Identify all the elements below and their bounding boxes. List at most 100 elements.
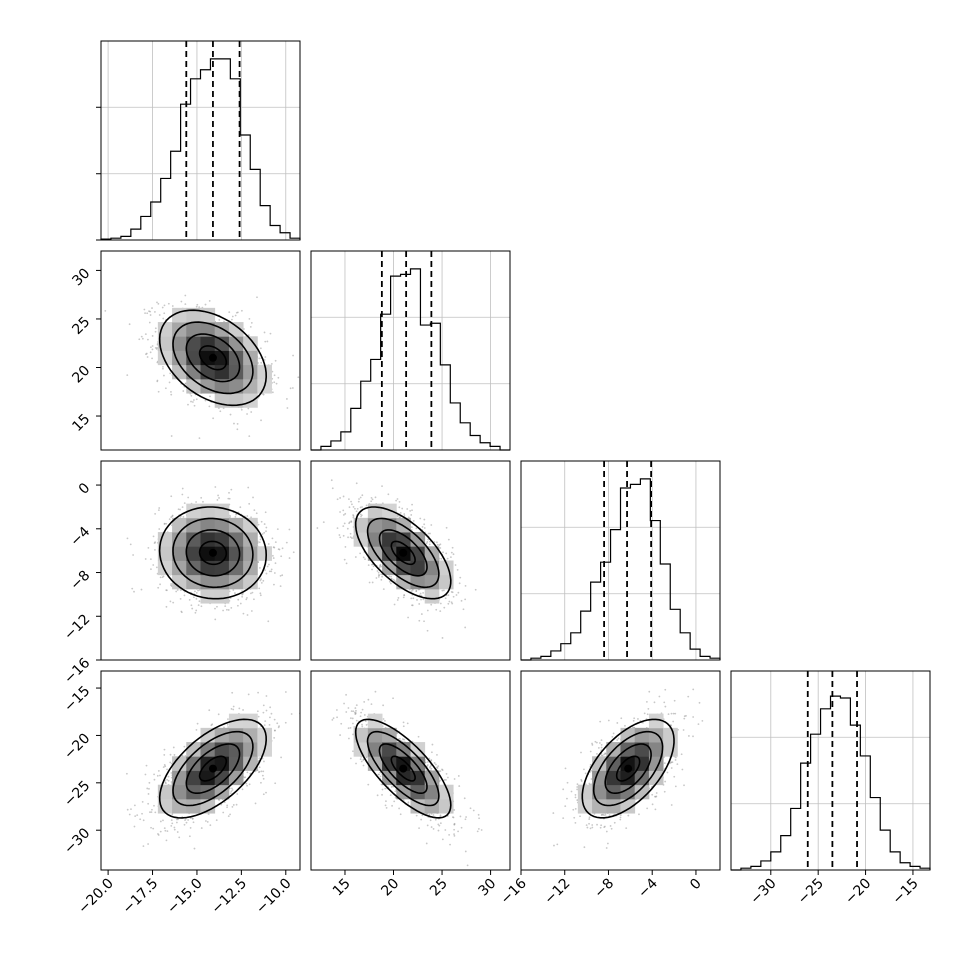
scatter-point <box>446 557 449 560</box>
scatter-point <box>184 382 187 385</box>
density-cell <box>172 574 187 590</box>
scatter-point <box>168 381 171 384</box>
scatter-point <box>173 828 176 831</box>
scatter-point <box>456 568 459 571</box>
scatter-point <box>230 488 233 491</box>
scatter-point <box>259 347 262 350</box>
scatter-point <box>144 312 146 315</box>
scatter-point <box>170 772 173 774</box>
scatter-point <box>411 588 414 591</box>
scatter-point <box>260 781 262 784</box>
scatter-point <box>403 513 406 515</box>
scatter-point <box>445 526 448 529</box>
scatter-point <box>196 303 199 306</box>
scatter-point <box>447 594 450 597</box>
scatter-point <box>265 530 267 533</box>
scatter-point <box>158 314 161 316</box>
scatter-point <box>348 521 351 524</box>
scatter-point <box>407 616 409 619</box>
scatter-point <box>192 821 195 824</box>
scatter-point <box>148 321 151 324</box>
scatter-point <box>200 827 203 829</box>
scatter-point <box>234 515 237 518</box>
scatter-point <box>359 496 362 499</box>
scatter-point <box>272 546 275 548</box>
scatter-point <box>157 770 160 772</box>
scatter-point <box>171 813 174 816</box>
scatter-point <box>171 515 174 518</box>
scatter-point <box>245 598 248 601</box>
scatter-point <box>356 508 359 510</box>
scatter-point <box>336 527 339 530</box>
scatter-point <box>126 537 129 540</box>
scatter-point <box>159 576 162 579</box>
scatter-point <box>452 595 455 598</box>
scatter-point <box>273 736 276 739</box>
scatter-point <box>151 808 153 811</box>
scatter-point <box>279 574 282 577</box>
scatter-point <box>239 506 242 509</box>
density-cell <box>186 322 201 337</box>
scatter-point <box>234 592 236 594</box>
scatter-point <box>259 594 262 597</box>
scatter-point <box>280 555 283 558</box>
scatter-point <box>275 382 278 385</box>
scatter-point <box>342 514 345 516</box>
scatter-point <box>415 589 418 592</box>
scatter-point <box>357 500 360 503</box>
scatter-point <box>237 598 240 601</box>
scatter-point <box>403 515 406 517</box>
density-cell <box>186 517 201 533</box>
scatter-point <box>423 527 426 529</box>
scatter-point <box>262 777 265 780</box>
scatter-point <box>428 543 431 546</box>
scatter-point <box>241 788 244 791</box>
scatter-point <box>430 524 433 526</box>
scatter-point <box>377 575 380 578</box>
scatter-point <box>344 546 347 548</box>
density-cell <box>214 546 230 561</box>
scatter-point <box>342 534 345 537</box>
density-cell <box>228 350 244 366</box>
density-cell <box>228 560 244 576</box>
scatter-point <box>178 836 181 839</box>
scatter-point <box>288 528 291 531</box>
histogram-step-line <box>731 695 931 871</box>
scatter-point <box>368 581 371 584</box>
scatter-point <box>264 340 267 343</box>
density-cell <box>353 517 369 533</box>
scatter-point <box>263 531 266 534</box>
scatter-point <box>183 823 186 826</box>
scatter-point <box>309 506 311 508</box>
scatter-point <box>292 354 294 357</box>
density-cell <box>382 560 397 576</box>
scatter-point <box>177 508 180 511</box>
scatter-point <box>267 543 270 545</box>
scatter-point <box>292 551 295 554</box>
scatter-point <box>147 546 150 549</box>
scatter-point <box>365 504 368 507</box>
scatter-point <box>151 335 154 337</box>
scatter-point <box>381 575 384 578</box>
histogram-panel-1 <box>310 250 511 451</box>
scatter-point <box>448 600 451 603</box>
scatter-point <box>150 826 152 829</box>
scatter-point <box>146 356 149 358</box>
scatter-point <box>331 487 334 490</box>
scatter-point <box>269 716 271 719</box>
scatter-point <box>200 605 203 608</box>
scatter-point <box>163 304 166 307</box>
density-cell <box>186 336 201 351</box>
panel-content <box>104 294 300 439</box>
scatter-point <box>218 497 220 499</box>
scatter-point <box>347 536 349 539</box>
scatter-point <box>230 606 233 609</box>
scatter-point <box>406 508 409 510</box>
histogram-panel-0 <box>96 40 301 241</box>
scatter-point <box>427 538 429 541</box>
scatter-point <box>184 303 187 306</box>
scatter-point <box>132 554 135 556</box>
scatter-point <box>156 301 158 304</box>
scatter-point <box>281 574 284 577</box>
scatter-point <box>180 300 183 303</box>
